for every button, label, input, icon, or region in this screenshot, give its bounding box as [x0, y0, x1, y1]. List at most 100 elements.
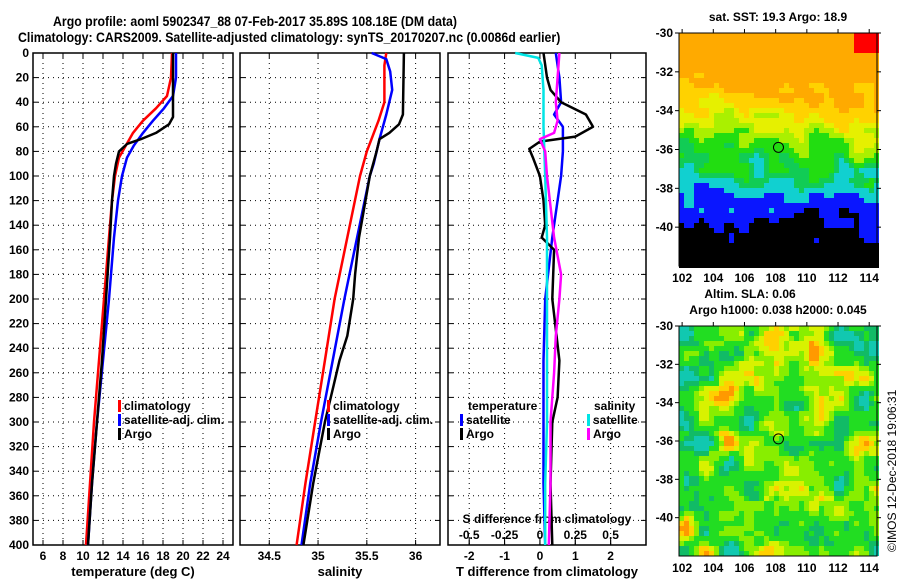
map-cell — [789, 83, 794, 88]
map-cell — [864, 471, 869, 476]
map-cell — [744, 511, 749, 516]
y-tick-label: 240 — [9, 341, 29, 355]
map-cell — [769, 346, 774, 351]
map-cell — [839, 451, 844, 456]
map-cell — [859, 491, 864, 496]
map-cell — [864, 536, 869, 541]
map-cell — [759, 153, 764, 158]
map-cell — [744, 506, 749, 511]
map-cell — [834, 481, 839, 486]
map-cell — [689, 208, 694, 213]
map-cell — [719, 341, 724, 346]
map-cell — [844, 143, 849, 148]
map-cell — [844, 501, 849, 506]
map-cell — [834, 476, 839, 481]
map-cell — [809, 551, 814, 556]
x-tick-label: 34.5 — [258, 549, 282, 563]
map-cell — [869, 371, 874, 376]
map-cell — [799, 491, 804, 496]
map-cell — [759, 506, 764, 511]
map-cell — [774, 73, 779, 78]
map-cell — [849, 481, 854, 486]
map-cell — [684, 456, 689, 461]
map-cell — [859, 48, 864, 53]
map-cell — [854, 178, 859, 183]
map-cell — [704, 163, 709, 168]
map-cell — [814, 461, 819, 466]
map-cell — [704, 371, 709, 376]
map-cell — [824, 376, 829, 381]
map-cell — [729, 163, 734, 168]
map-cell — [734, 416, 739, 421]
map-cell — [679, 521, 684, 526]
map-cell — [829, 198, 834, 203]
map-cell — [754, 426, 759, 431]
map-cell — [854, 58, 859, 63]
map-cell — [724, 546, 729, 551]
map-cell — [759, 421, 764, 426]
map-cell — [819, 93, 824, 98]
map-cell — [794, 148, 799, 153]
map-cell — [684, 223, 689, 228]
map-cell — [704, 173, 709, 178]
map-cell — [834, 108, 839, 113]
map-cell — [769, 391, 774, 396]
map-cell — [789, 331, 794, 336]
map-cell — [774, 143, 779, 148]
map-cell — [739, 93, 744, 98]
map-cell — [699, 446, 704, 451]
map-cell — [739, 213, 744, 218]
map-cell — [729, 193, 734, 198]
map-cell — [764, 198, 769, 203]
map-cell — [854, 466, 859, 471]
map-cell — [839, 118, 844, 123]
map-cell — [784, 511, 789, 516]
map-cell — [754, 258, 759, 263]
map-cell — [764, 366, 769, 371]
map-cell — [809, 78, 814, 83]
map-cell — [689, 501, 694, 506]
map-cell — [729, 258, 734, 263]
map-cell — [859, 218, 864, 223]
map-cell — [684, 33, 689, 38]
map-cell — [689, 411, 694, 416]
sst-map-title: sat. SST: 19.3 Argo: 18.9 — [709, 10, 848, 24]
map-cell — [774, 68, 779, 73]
map-cell — [824, 411, 829, 416]
map-cell — [734, 118, 739, 123]
map-cell — [774, 233, 779, 238]
plot-frame — [447, 52, 647, 546]
map-cell — [814, 481, 819, 486]
map-cell — [844, 436, 849, 441]
map-cell — [804, 143, 809, 148]
map-cell — [829, 253, 834, 258]
map-cell — [749, 326, 754, 331]
map-cell — [834, 253, 839, 258]
map-cell — [684, 148, 689, 153]
diff-legend-s-satellite-label: satellite — [593, 413, 638, 427]
map-cell — [719, 361, 724, 366]
map-cell — [754, 58, 759, 63]
map-cell — [814, 58, 819, 63]
map-cell — [734, 158, 739, 163]
map-cell — [799, 163, 804, 168]
map-cell — [709, 208, 714, 213]
map-cell — [769, 148, 774, 153]
map-cell — [784, 501, 789, 506]
map-cell — [759, 516, 764, 521]
map-cell — [824, 381, 829, 386]
map-cell — [789, 471, 794, 476]
map-cell — [744, 148, 749, 153]
map-cell — [714, 551, 719, 556]
map-x-tick-label: 104 — [703, 561, 723, 575]
map-cell — [754, 128, 759, 133]
map-cell — [859, 466, 864, 471]
map-cell — [844, 451, 849, 456]
map-cell — [859, 248, 864, 253]
map-cell — [804, 336, 809, 341]
map-cell — [774, 501, 779, 506]
map-cell — [779, 118, 784, 123]
map-cell — [859, 208, 864, 213]
map-cell — [804, 238, 809, 243]
map-cell — [689, 481, 694, 486]
